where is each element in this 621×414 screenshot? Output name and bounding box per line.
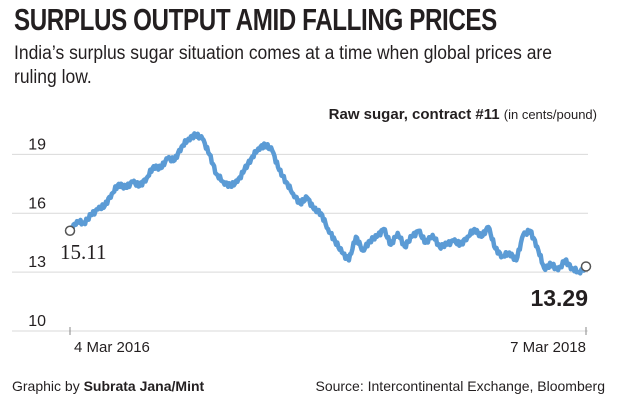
chart-subtitle: India’s surplus sugar situation comes at… [14,43,552,88]
credit-prefix: Graphic by [12,378,80,394]
x-tick-label-start: 4 Mar 2016 [74,339,150,356]
graphic-credit: Graphic by Subrata Jana/Mint [12,378,204,394]
line-layer [67,131,589,276]
start-point-marker [64,225,76,236]
series-line [67,131,589,276]
end-point-marker [580,261,592,272]
grid-layer [12,153,588,332]
end-value-label: 13.29 [530,285,588,311]
series-unit: (in cents/pound) [503,107,597,122]
source-note: Source: Intercontinental Exchange, Bloom… [315,378,605,394]
start-value-label: 15.11 [60,240,106,264]
series-name: Raw sugar, contract #11 [328,106,500,123]
series-label: Raw sugar, contract #11 (in cents/pound) [329,106,597,123]
y-tick-label: 19 [28,136,46,153]
y-tick-label: 13 [28,254,46,271]
y-tick-label: 16 [28,195,46,212]
label-layer: 15.11 13.29 [60,225,592,311]
credit-name: Subrata Jana/Mint [83,378,205,394]
axis-layer: 10 13 16 19 4 Mar 2016 7 Mar 2018 [28,136,587,356]
chart-title: SURPLUS OUTPUT AMID FALLING PRICES [14,2,497,37]
x-tick-label-end: 7 Mar 2018 [510,339,586,356]
y-tick-label: 10 [28,313,46,330]
